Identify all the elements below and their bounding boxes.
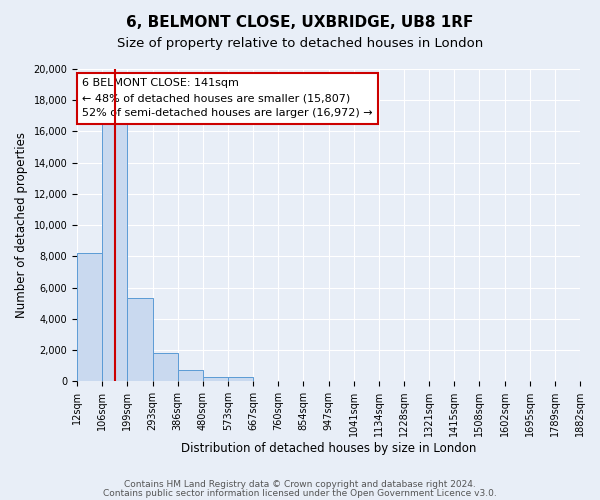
Bar bbox=[203, 377, 228, 381]
Text: 6 BELMONT CLOSE: 141sqm
← 48% of detached houses are smaller (15,807)
52% of sem: 6 BELMONT CLOSE: 141sqm ← 48% of detache… bbox=[82, 78, 373, 118]
Bar bbox=[77, 253, 102, 381]
Bar bbox=[152, 353, 178, 381]
Bar bbox=[178, 370, 203, 381]
Y-axis label: Number of detached properties: Number of detached properties bbox=[15, 132, 28, 318]
Text: Contains public sector information licensed under the Open Government Licence v3: Contains public sector information licen… bbox=[103, 488, 497, 498]
Text: Contains HM Land Registry data © Crown copyright and database right 2024.: Contains HM Land Registry data © Crown c… bbox=[124, 480, 476, 489]
Bar bbox=[228, 377, 253, 381]
Bar bbox=[127, 298, 152, 381]
Text: 6, BELMONT CLOSE, UXBRIDGE, UB8 1RF: 6, BELMONT CLOSE, UXBRIDGE, UB8 1RF bbox=[127, 15, 473, 30]
Bar bbox=[102, 124, 127, 381]
Text: Size of property relative to detached houses in London: Size of property relative to detached ho… bbox=[117, 38, 483, 51]
X-axis label: Distribution of detached houses by size in London: Distribution of detached houses by size … bbox=[181, 442, 476, 455]
